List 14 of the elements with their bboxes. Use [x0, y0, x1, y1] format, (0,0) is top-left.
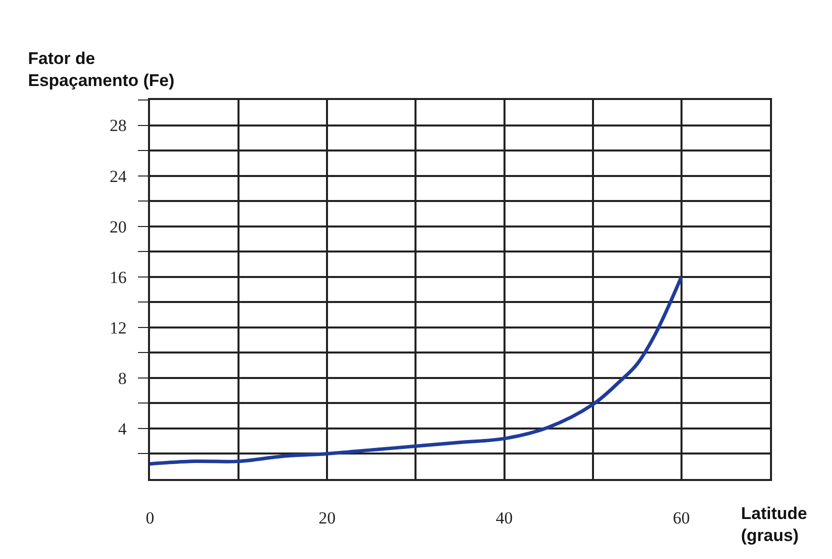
- y-tick-label: 24: [110, 166, 128, 186]
- x-tick-label: 20: [318, 508, 336, 528]
- y-tick-label: 28: [110, 116, 127, 136]
- y-tick-label: 12: [110, 318, 127, 338]
- y-tick-label: 16: [110, 268, 127, 287]
- x-tick-label: 40: [496, 508, 513, 528]
- y-tick-label: 4: [118, 419, 128, 438]
- x-tick-label: 0: [146, 508, 154, 528]
- y-axis-title: Fator de Espaçamento (Fe): [28, 49, 174, 90]
- y-tick-label: 8: [118, 368, 127, 388]
- x-tick-label: 60: [672, 508, 690, 528]
- x-axis-title: Latitude (graus): [741, 504, 808, 546]
- y-tick-label: 20: [110, 217, 127, 236]
- line-series: [150, 275, 684, 466]
